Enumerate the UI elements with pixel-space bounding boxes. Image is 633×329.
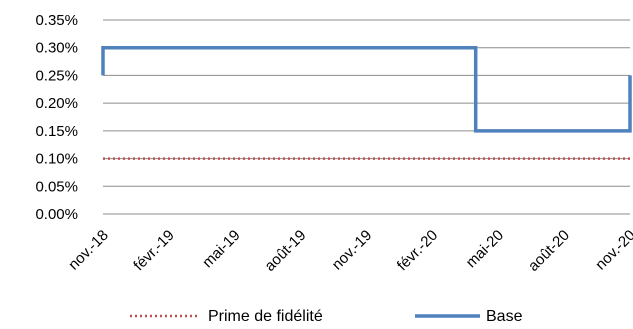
x-tick-label: août-20 xyxy=(525,227,573,275)
y-tick-label: 0.25% xyxy=(35,67,78,84)
series-line-base xyxy=(101,45,632,133)
y-tick-label: 0.15% xyxy=(35,123,78,140)
y-tick-label: 0.30% xyxy=(35,40,78,57)
x-tick-label: nov.-19 xyxy=(329,227,376,274)
legend-label: Prime de fidélité xyxy=(208,308,323,325)
x-tick-label: mai-20 xyxy=(463,227,507,271)
y-tick-label: 0.00% xyxy=(35,206,78,223)
y-axis-ticks: 0.00% 0.05% 0.10% 0.15% 0.20% 0.25% 0.30% 0.35% xyxy=(35,12,78,223)
x-tick-label: mai-19 xyxy=(199,227,243,271)
y-tick-label: 0.05% xyxy=(35,178,78,195)
y-tick-label: 0.20% xyxy=(35,95,78,112)
x-tick-label: nov.-20 xyxy=(592,227,633,274)
series-layer xyxy=(101,45,632,160)
y-tick-label: 0.35% xyxy=(35,12,78,29)
x-tick-label: févr.-20 xyxy=(394,227,441,274)
x-tick-label: août-19 xyxy=(261,227,309,275)
legend-label: Base xyxy=(486,308,523,325)
x-axis-ticks: nov.-18 févr.-19 mai-19 août-19 nov.-19 févr.… xyxy=(65,227,633,275)
x-tick-label: févr.-19 xyxy=(130,227,177,274)
y-tick-label: 0.10% xyxy=(35,151,78,168)
x-tick-label: nov.-18 xyxy=(65,227,112,274)
legend: Prime de fidélité Base xyxy=(130,308,523,325)
